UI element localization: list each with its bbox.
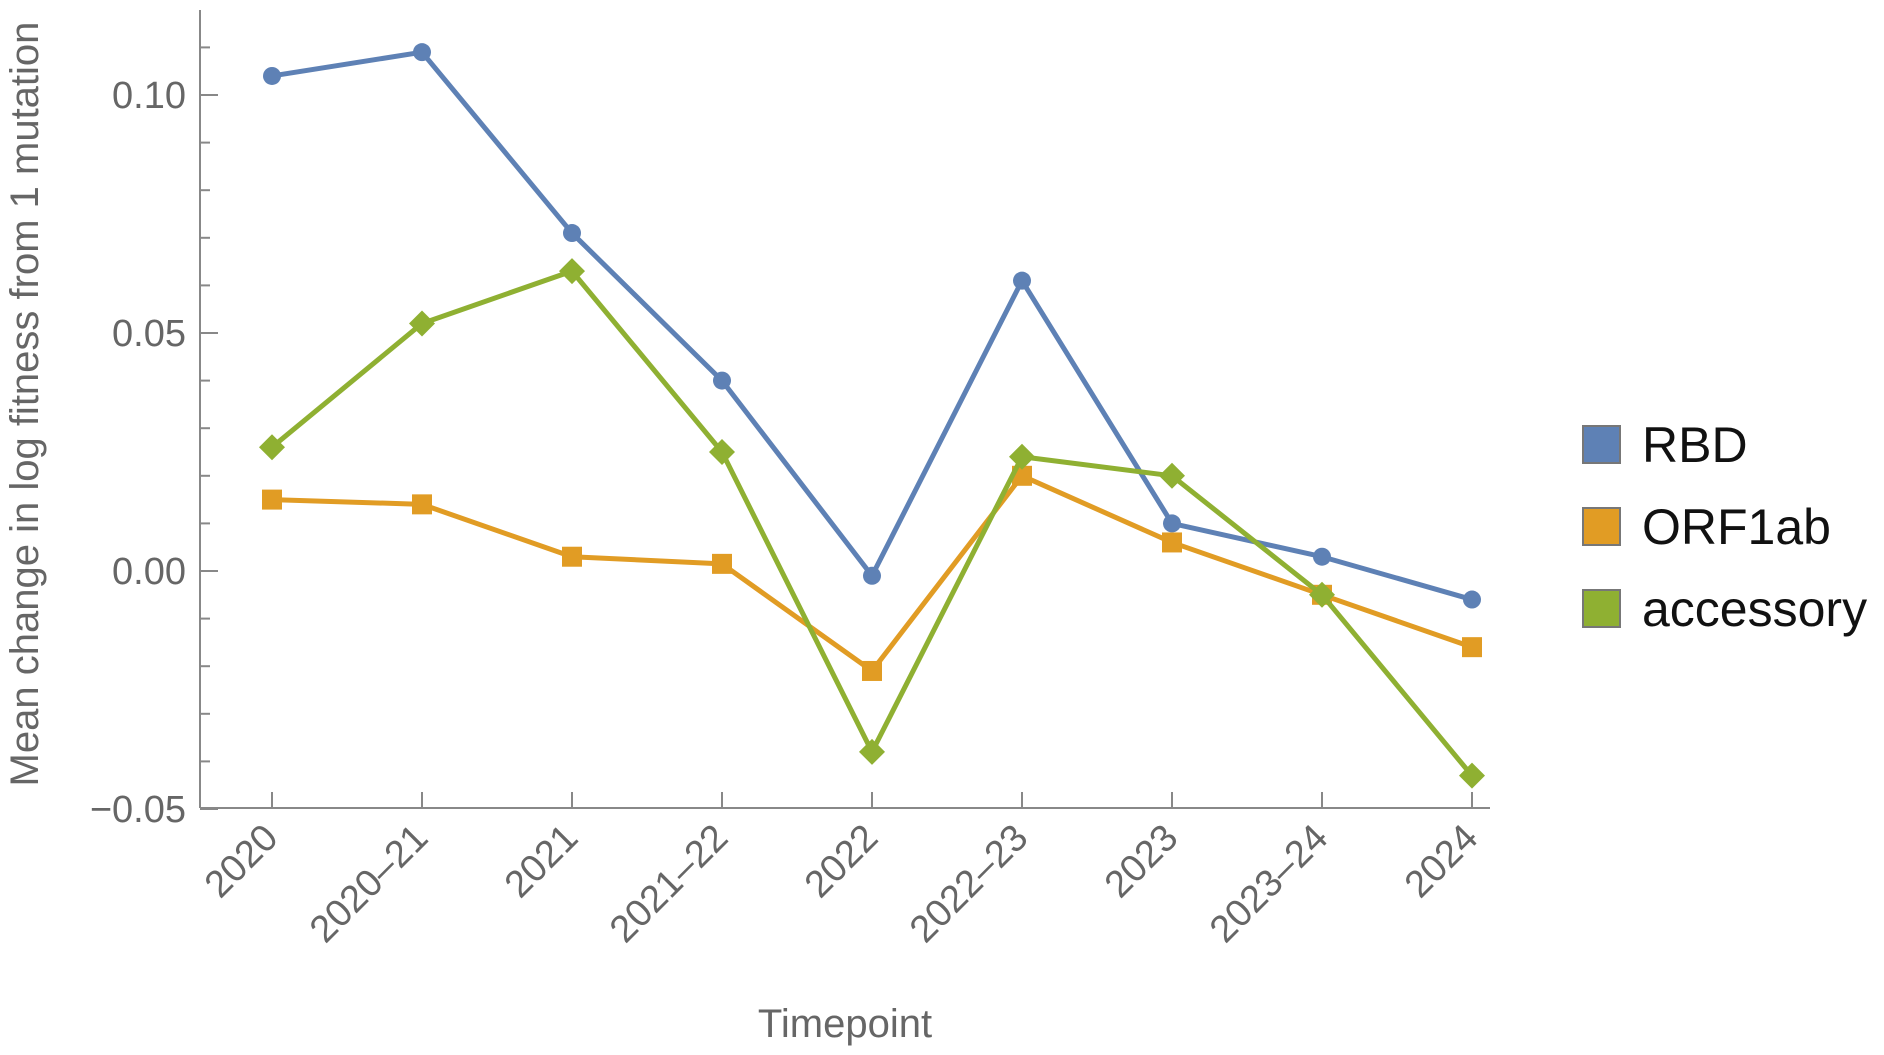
data-point-accessory [709,439,735,465]
legend-swatch [1582,425,1621,464]
x-tick-label: 2020 [197,817,286,906]
data-point-rbd [563,224,581,243]
data-point-rbd [1463,590,1481,609]
legend-swatch [1582,507,1621,546]
legend-item-orf1ab: ORF1ab [1582,499,1831,555]
y-tick-label: 0.00 [112,551,186,593]
legend-item-rbd: RBD [1582,417,1748,473]
x-tick-label: 2020–21 [302,817,436,951]
x-tick-label: 2021 [497,817,586,906]
legend-label: accessory [1642,581,1867,637]
x-tick-label: 2021–22 [602,817,736,951]
data-point-accessory [859,738,885,765]
data-point-rbd [1013,271,1031,290]
y-tick-label: −0.05 [90,789,186,831]
data-point-orf1ab [1162,532,1182,553]
data-point-orf1ab [1462,637,1482,658]
data-point-orf1ab [712,553,732,574]
data-point-accessory [1009,443,1035,470]
x-axis-title: Timepoint [758,1002,932,1046]
data-point-orf1ab [262,489,282,510]
x-tick-label: 2022 [797,817,886,906]
data-point-accessory [1309,581,1335,608]
legend-label: RBD [1642,417,1748,473]
legend-item-accessory: accessory [1582,581,1867,637]
y-axis-title: Mean change in log fitness from 1 mutati… [3,22,47,787]
data-point-rbd [863,566,881,585]
legend-label: ORF1ab [1642,499,1831,555]
data-point-accessory [409,310,435,337]
series-accessory [259,258,1485,789]
x-tick-label: 2022–23 [902,817,1036,951]
x-tick-label: 2023–24 [1202,817,1336,951]
data-point-accessory [259,434,285,461]
data-point-rbd [713,371,731,390]
data-point-rbd [413,43,431,62]
y-tick-label: 0.10 [112,75,186,117]
axes: −0.05 0.00 0.05 0.10 2020 2020–21 2021 2021–22 2… [90,10,1490,951]
x-tick-label: 2024 [1397,817,1486,906]
data-point-orf1ab [412,494,432,515]
legend: RBD ORF1ab accessory [1582,417,1867,637]
legend-swatch [1582,589,1621,628]
data-point-accessory [1459,762,1485,789]
data-point-orf1ab [862,660,882,681]
series-rbd [263,43,1481,609]
series-line-accessory [270,268,1474,778]
data-point-rbd [1163,514,1181,533]
series-layer [259,43,1485,789]
data-point-accessory [1159,462,1185,489]
data-point-orf1ab [562,546,582,567]
data-point-rbd [263,66,281,85]
data-point-accessory [559,258,585,285]
x-tick-label: 2023 [1097,817,1186,906]
data-point-rbd [1313,547,1331,566]
y-tick-label: 0.05 [112,313,186,355]
